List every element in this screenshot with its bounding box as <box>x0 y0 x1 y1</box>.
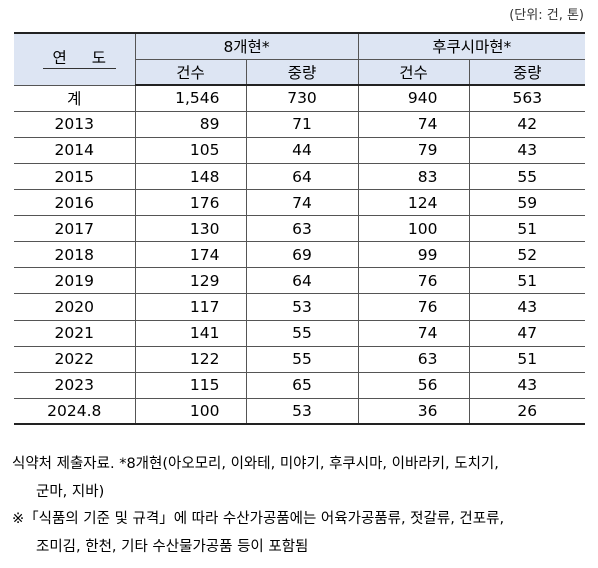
fukushima-count-cell: 74 <box>357 110 470 138</box>
fukushima-count-cell: 79 <box>357 136 470 164</box>
eight-prefectures-count-cell: 141 <box>134 319 247 347</box>
table-row: 2014 105 44 79 43 <box>14 136 586 164</box>
table-row: 2019 129 64 76 51 <box>14 267 586 295</box>
row-year-cell: 2023 <box>14 371 136 399</box>
table-row: 2015 148 64 83 55 <box>14 162 586 191</box>
remark-note-continued: 조미김, 한천, 기타 수산물가공품 등이 포함됨 <box>36 538 309 555</box>
fukushima-count-cell: 124 <box>357 189 470 217</box>
group-header-fukushima: 후쿠시마현* <box>357 31 586 60</box>
row-year-cell: 2015 <box>14 162 136 191</box>
eight-prefectures-weight-cell: 69 <box>245 241 359 269</box>
eight-prefectures-count-cell: 1,546 <box>134 84 247 112</box>
footnotes: 식약처 제출자료. *8개현(아오모리, 이와테, 미야기, 후쿠시마, 이바라… <box>12 451 592 561</box>
table-row: 2023 115 65 56 43 <box>14 371 586 399</box>
row-year-cell: 2013 <box>14 110 136 138</box>
fukushima-count-cell: 940 <box>357 84 470 112</box>
eight-prefectures-weight-cell: 74 <box>245 189 359 217</box>
fukushima-count-cell: 74 <box>357 319 470 347</box>
table-row: 2018 174 69 99 52 <box>14 241 586 269</box>
fukushima-count-cell: 76 <box>357 267 470 295</box>
table-group-header-row: 연 도 8개현* 후쿠시마현* <box>14 31 586 86</box>
table-row: 2013 89 71 74 42 <box>14 110 586 138</box>
row-year-cell: 2024.8 <box>14 397 136 426</box>
sub-header-count: 건수 <box>357 58 470 87</box>
eight-prefectures-count-cell: 117 <box>134 293 247 321</box>
fukushima-count-cell: 83 <box>357 162 470 191</box>
row-year-cell: 2019 <box>14 267 136 295</box>
eight-prefectures-weight-cell: 64 <box>245 162 359 191</box>
fukushima-count-cell: 63 <box>357 345 470 373</box>
source-note-continued: 군마, 지바) <box>36 483 105 500</box>
eight-prefectures-count-cell: 130 <box>134 215 247 243</box>
row-year-cell: 2018 <box>14 241 136 269</box>
fukushima-weight-cell: 52 <box>468 241 586 269</box>
row-year-cell: 2020 <box>14 293 136 321</box>
sub-header-count: 건수 <box>134 58 247 87</box>
year-column-header: 연 도 <box>14 31 136 86</box>
fukushima-count-cell: 56 <box>357 371 470 399</box>
source-note: 식약처 제출자료. *8개현(아오모리, 이와테, 미야기, 후쿠시마, 이바라… <box>12 456 499 472</box>
row-year-cell: 2016 <box>14 189 136 217</box>
fukushima-weight-cell: 26 <box>468 397 586 426</box>
eight-prefectures-weight-cell: 53 <box>245 293 359 321</box>
fukushima-count-cell: 99 <box>357 241 470 269</box>
row-year-cell: 2021 <box>14 319 136 347</box>
fukushima-weight-cell: 51 <box>468 215 586 243</box>
fukushima-weight-cell: 42 <box>468 110 586 138</box>
fukushima-count-cell: 36 <box>357 397 470 426</box>
eight-prefectures-count-cell: 174 <box>134 241 247 269</box>
year-column-header-label: 연 도 <box>42 50 116 70</box>
table-body: 계 1,546 730 940 563 2013 89 71 74 42 2014 105 44 79 43… <box>14 84 586 426</box>
eight-prefectures-weight-cell: 730 <box>245 84 359 112</box>
eight-prefectures-count-cell: 115 <box>134 371 247 399</box>
table-total-row: 계 1,546 730 940 563 <box>14 84 586 112</box>
eight-prefectures-weight-cell: 53 <box>245 397 359 426</box>
table-sub-header-row: 건수 중량 건수 중량 <box>14 58 586 87</box>
table-row: 2024.8 100 53 36 26 <box>14 397 586 426</box>
fukushima-weight-cell: 51 <box>468 267 586 295</box>
sub-header-weight: 중량 <box>468 58 586 87</box>
eight-prefectures-count-cell: 122 <box>134 345 247 373</box>
eight-prefectures-count-cell: 105 <box>134 136 247 164</box>
row-year-cell: 계 <box>14 84 136 112</box>
row-year-cell: 2014 <box>14 136 136 164</box>
eight-prefectures-count-cell: 100 <box>134 397 247 426</box>
fukushima-weight-cell: 43 <box>468 371 586 399</box>
eight-prefectures-count-cell: 176 <box>134 189 247 217</box>
row-year-cell: 2022 <box>14 345 136 373</box>
table-row: 2016 176 74 124 59 <box>14 189 586 217</box>
unit-note: (단위: 건, 톤) <box>509 8 584 23</box>
eight-prefectures-weight-cell: 55 <box>245 319 359 347</box>
table-row: 2020 117 53 76 43 <box>14 293 586 321</box>
eight-prefectures-count-cell: 129 <box>134 267 247 295</box>
import-statistics-table: 연 도 8개현* 후쿠시마현* 건수 중량 건수 중량 계 1,546 730 940… <box>14 31 586 426</box>
eight-prefectures-count-cell: 148 <box>134 162 247 191</box>
table-row: 2022 122 55 63 51 <box>14 345 586 373</box>
fukushima-weight-cell: 51 <box>468 345 586 373</box>
table-row: 2017 130 63 100 51 <box>14 215 586 243</box>
remark-note: ※「식품의 기준 및 규격」에 따라 수산가공품에는 어육가공품류, 젓갈류, … <box>12 511 505 527</box>
row-year-cell: 2017 <box>14 215 136 243</box>
fukushima-weight-cell: 563 <box>468 84 586 112</box>
fukushima-weight-cell: 43 <box>468 293 586 321</box>
eight-prefectures-weight-cell: 44 <box>245 136 359 164</box>
fukushima-weight-cell: 43 <box>468 136 586 164</box>
fukushima-weight-cell: 55 <box>468 162 586 191</box>
eight-prefectures-count-cell: 89 <box>134 110 247 138</box>
fukushima-count-cell: 100 <box>357 215 470 243</box>
eight-prefectures-weight-cell: 55 <box>245 345 359 373</box>
group-header-eight-prefectures: 8개현* <box>134 31 359 60</box>
eight-prefectures-weight-cell: 65 <box>245 371 359 399</box>
eight-prefectures-weight-cell: 64 <box>245 267 359 295</box>
fukushima-weight-cell: 59 <box>468 189 586 217</box>
fukushima-count-cell: 76 <box>357 293 470 321</box>
fukushima-weight-cell: 47 <box>468 319 586 347</box>
eight-prefectures-weight-cell: 71 <box>245 110 359 138</box>
eight-prefectures-weight-cell: 63 <box>245 215 359 243</box>
table-row: 2021 141 55 74 47 <box>14 319 586 347</box>
sub-header-weight: 중량 <box>245 58 359 87</box>
